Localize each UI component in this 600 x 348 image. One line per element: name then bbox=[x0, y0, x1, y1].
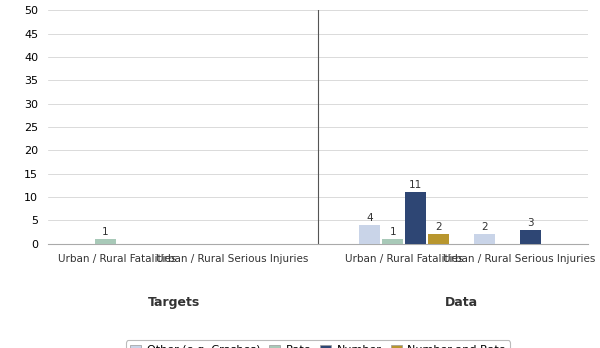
Text: 3: 3 bbox=[527, 218, 534, 228]
Text: Data: Data bbox=[445, 296, 478, 309]
Legend: Other (e.g. Crashes), Rate, Number, Number and Rate: Other (e.g. Crashes), Rate, Number, Numb… bbox=[125, 340, 511, 348]
Bar bbox=[95, 239, 116, 244]
Text: 2: 2 bbox=[481, 222, 488, 232]
Text: 4: 4 bbox=[367, 213, 373, 223]
Bar bbox=[474, 234, 495, 244]
Bar bbox=[406, 192, 426, 244]
Bar bbox=[520, 230, 541, 244]
Text: 1: 1 bbox=[102, 227, 109, 237]
Bar bbox=[428, 234, 449, 244]
Text: 2: 2 bbox=[436, 222, 442, 232]
Text: 1: 1 bbox=[389, 227, 396, 237]
Text: Targets: Targets bbox=[148, 296, 200, 309]
Text: 11: 11 bbox=[409, 181, 422, 190]
Bar bbox=[382, 239, 403, 244]
Bar bbox=[359, 225, 380, 244]
